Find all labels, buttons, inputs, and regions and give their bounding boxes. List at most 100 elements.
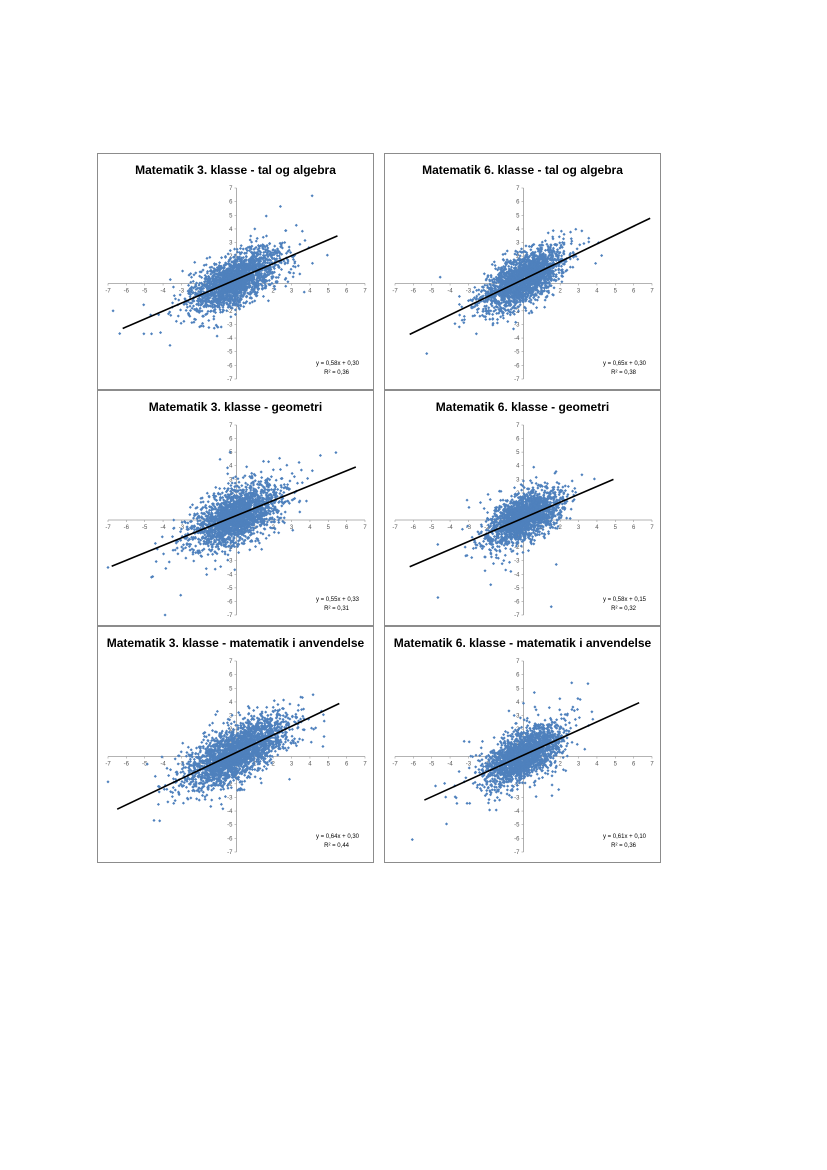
data-point xyxy=(248,301,252,305)
x-tick-label: 7 xyxy=(650,289,654,295)
data-point xyxy=(571,265,575,269)
data-point xyxy=(174,319,178,323)
data-point xyxy=(529,287,533,291)
y-tick-label: -4 xyxy=(514,336,520,342)
y-tick-label: 7 xyxy=(516,186,520,192)
data-point xyxy=(560,274,564,278)
data-point xyxy=(193,260,197,264)
data-point xyxy=(508,313,512,317)
data-point xyxy=(277,520,281,524)
y-tick-label: 4 xyxy=(516,227,520,233)
y-tick-label: 3 xyxy=(516,241,520,247)
data-point xyxy=(495,317,500,322)
r-squared-label: R² = 0,38 xyxy=(611,370,637,376)
data-point xyxy=(555,243,559,247)
data-point xyxy=(533,292,538,296)
data-point xyxy=(303,238,307,243)
data-point xyxy=(574,254,578,258)
data-point xyxy=(425,352,429,356)
data-point xyxy=(292,271,296,275)
data-point xyxy=(236,295,240,300)
data-point xyxy=(520,274,524,278)
data-point xyxy=(286,280,290,284)
data-point xyxy=(242,305,246,309)
data-point xyxy=(274,275,278,280)
data-point xyxy=(460,318,464,322)
data-point xyxy=(284,229,288,233)
data-point xyxy=(220,549,224,554)
y-tick-label: 3 xyxy=(229,477,233,483)
data-point xyxy=(458,313,462,317)
data-point xyxy=(501,252,505,257)
data-point xyxy=(543,275,547,279)
data-point xyxy=(225,309,229,313)
data-point xyxy=(517,265,521,269)
data-point xyxy=(220,256,224,260)
data-point xyxy=(514,320,518,324)
data-point xyxy=(277,531,281,535)
x-tick-label: -3 xyxy=(179,289,185,295)
x-tick-label: 5 xyxy=(327,289,331,295)
data-point xyxy=(227,284,231,288)
data-point xyxy=(519,291,523,295)
x-tick-label: -7 xyxy=(105,289,111,295)
chart-panel: Matematik 3. klasse - tal og algebra -7 -6… xyxy=(97,153,374,390)
data-point xyxy=(172,294,176,298)
data-point xyxy=(546,244,550,248)
data-point xyxy=(212,317,216,321)
data-point xyxy=(167,560,171,564)
data-point xyxy=(171,285,176,289)
data-point xyxy=(229,296,233,300)
data-point xyxy=(438,275,442,279)
data-point xyxy=(227,303,231,307)
data-point xyxy=(462,314,466,318)
data-point xyxy=(544,281,548,285)
data-point xyxy=(457,294,461,298)
y-tick-label: 5 xyxy=(229,450,233,456)
x-tick-label: 5 xyxy=(327,525,331,531)
data-point xyxy=(302,290,306,294)
trendline-equation: y = 0,58x + 0,30 xyxy=(316,361,360,367)
data-point xyxy=(228,249,232,253)
data-point xyxy=(539,273,543,277)
data-point xyxy=(499,315,503,319)
x-tick-label: 7 xyxy=(363,525,367,531)
data-point xyxy=(529,253,533,257)
data-point xyxy=(561,251,566,255)
data-point xyxy=(149,332,154,336)
data-point xyxy=(556,249,560,253)
data-point xyxy=(545,242,549,246)
y-tick-label: 6 xyxy=(516,200,520,206)
trendline xyxy=(409,217,651,336)
data-point xyxy=(587,236,591,240)
data-point xyxy=(256,243,261,248)
data-point xyxy=(541,263,545,267)
data-point xyxy=(158,331,163,335)
data-point xyxy=(254,239,258,243)
data-point xyxy=(201,500,205,504)
data-point xyxy=(225,286,229,290)
trendline xyxy=(122,235,338,330)
x-tick-label: 7 xyxy=(363,289,367,295)
x-tick-label: 5 xyxy=(614,289,618,295)
data-series xyxy=(106,450,338,617)
data-point xyxy=(513,269,517,273)
data-point xyxy=(569,242,573,246)
data-point xyxy=(218,303,222,307)
data-point xyxy=(235,288,239,292)
data-point xyxy=(518,300,522,304)
data-point xyxy=(509,286,513,290)
data-point xyxy=(462,318,467,322)
data-point xyxy=(264,536,268,540)
data-point xyxy=(555,248,560,252)
y-tick-label: -4 xyxy=(227,336,233,342)
data-point xyxy=(529,300,533,305)
data-point xyxy=(273,287,277,291)
data-point xyxy=(277,273,281,277)
data-point xyxy=(522,257,526,262)
data-point xyxy=(505,249,509,253)
data-point xyxy=(173,297,178,301)
data-point xyxy=(273,284,277,288)
data-point xyxy=(538,252,542,256)
data-point xyxy=(243,289,247,293)
